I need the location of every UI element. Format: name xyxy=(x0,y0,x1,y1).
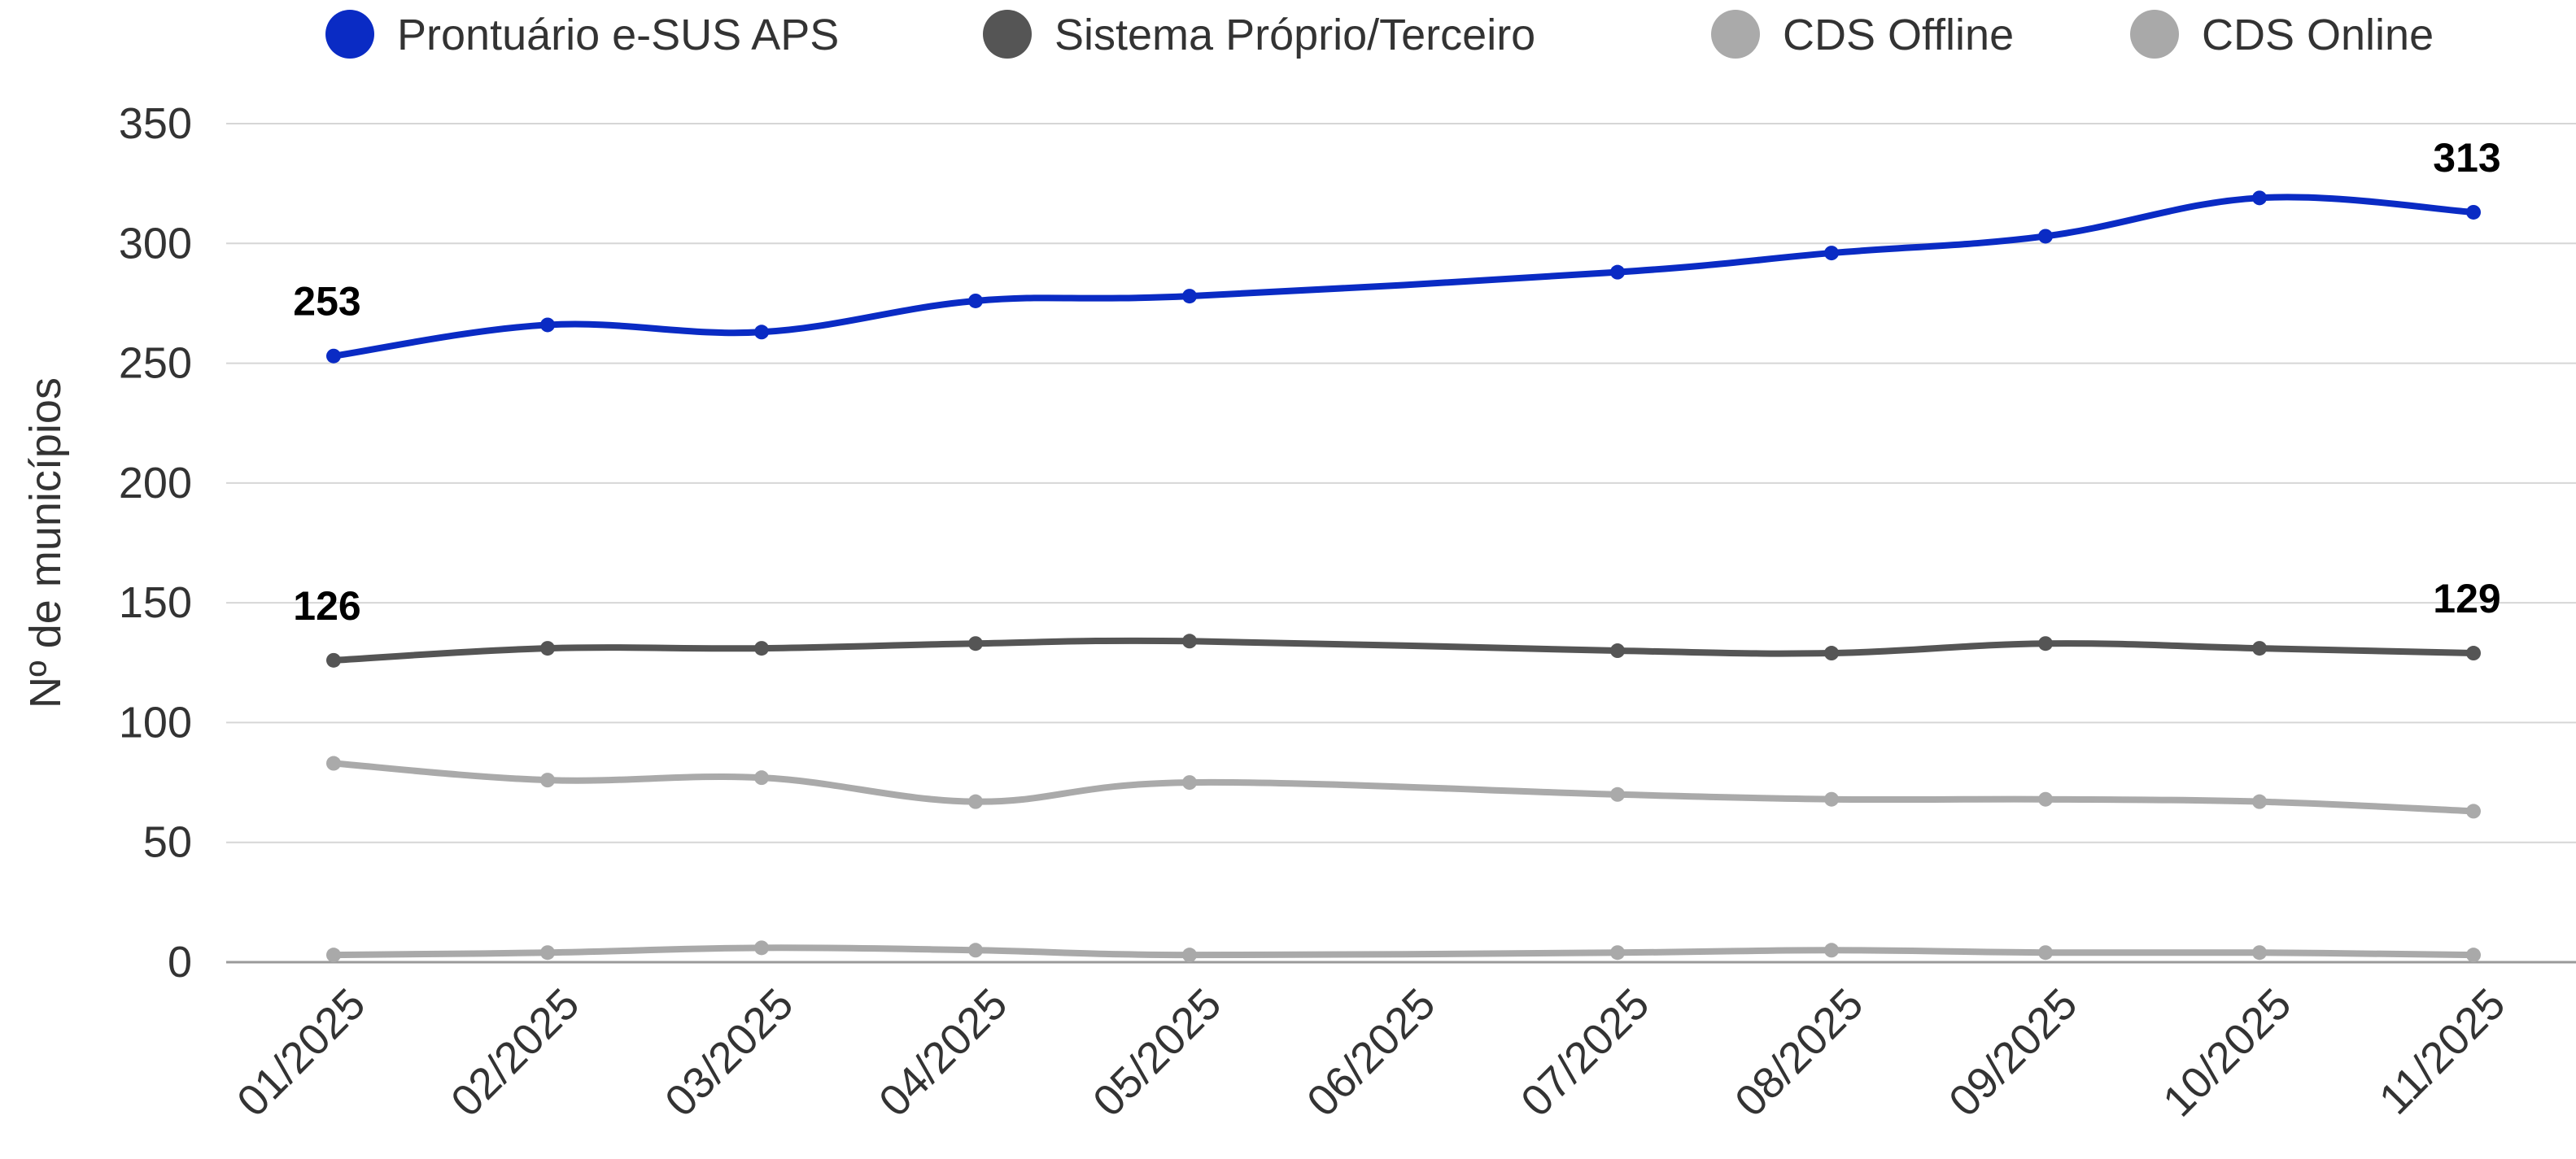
x-tick-label: 04/2025 xyxy=(870,979,1016,1126)
grid xyxy=(226,123,2576,964)
legend-entry: CDS Offline xyxy=(1783,11,2014,59)
data-labels: 126 129 253 313 xyxy=(293,135,2500,629)
data-point xyxy=(2252,945,2267,961)
data-point xyxy=(540,317,555,333)
data-label: 313 xyxy=(2433,135,2500,181)
data-point xyxy=(2466,204,2481,220)
data-point xyxy=(1824,246,1839,261)
series-line xyxy=(330,760,2477,815)
data-point xyxy=(2038,636,2053,651)
x-tick-label: 06/2025 xyxy=(1298,979,1444,1126)
axes: 0 50 100 150 200 250 300 350 Nº de municípios 01/… xyxy=(21,99,2514,1126)
y-tick-label: 100 xyxy=(119,698,192,747)
x-tick-label: 03/2025 xyxy=(656,979,802,1126)
data-point xyxy=(326,948,341,963)
y-tick-label: 350 xyxy=(119,99,192,148)
data-point xyxy=(2466,646,2481,661)
data-point xyxy=(1610,264,1625,280)
x-tick-label: 11/2025 xyxy=(2370,979,2515,1124)
data-point xyxy=(1824,646,1839,661)
x-tick-label: 05/2025 xyxy=(1084,979,1230,1126)
legend-entry: Prontuário e-SUS APS xyxy=(397,11,839,59)
data-point xyxy=(2466,804,2481,819)
data-point xyxy=(2252,794,2267,809)
data-point xyxy=(968,794,983,809)
data-point xyxy=(326,756,341,771)
data-point xyxy=(754,770,769,786)
series xyxy=(326,190,2481,963)
x-tick-label: 02/2025 xyxy=(442,979,588,1126)
data-point xyxy=(1182,948,1197,963)
data-point xyxy=(968,293,983,308)
data-point xyxy=(968,636,983,651)
data-point xyxy=(2038,791,2053,807)
data-point xyxy=(1610,643,1625,659)
series-line xyxy=(330,194,2477,359)
series-line xyxy=(330,944,2477,959)
data-label: 129 xyxy=(2433,576,2500,621)
legend-marker xyxy=(2130,10,2179,59)
x-tick-label: 09/2025 xyxy=(1940,979,2086,1126)
data-point xyxy=(2252,641,2267,656)
data-label: 253 xyxy=(293,279,360,325)
y-axis-label: Nº de municípios xyxy=(21,377,70,708)
data-point xyxy=(1824,791,1839,807)
data-label: 126 xyxy=(293,583,360,629)
data-point xyxy=(2038,229,2053,244)
data-point xyxy=(1824,943,1839,958)
y-tick-label: 150 xyxy=(119,578,192,627)
data-point xyxy=(326,348,341,364)
data-point xyxy=(2252,190,2267,206)
data-point xyxy=(1182,289,1197,304)
x-tick-label: 08/2025 xyxy=(1726,979,1872,1126)
legend-marker xyxy=(325,10,374,59)
data-point xyxy=(540,945,555,961)
series-line xyxy=(330,637,2477,664)
y-tick-label: 50 xyxy=(143,818,192,867)
x-tick-label: 01/2025 xyxy=(228,979,374,1126)
data-point xyxy=(968,943,983,958)
legend: Prontuário e-SUS APS Sistema Próprio/Terc… xyxy=(325,10,2434,59)
data-point xyxy=(1610,945,1625,961)
legend-entry: Sistema Próprio/Terceiro xyxy=(1054,11,1535,59)
data-point xyxy=(540,641,555,656)
data-point xyxy=(2038,945,2053,961)
y-tick-label: 250 xyxy=(119,339,192,388)
data-point xyxy=(754,325,769,340)
y-tick-label: 0 xyxy=(168,938,192,987)
data-point xyxy=(1182,634,1197,649)
legend-marker xyxy=(983,10,1032,59)
data-point xyxy=(1182,775,1197,791)
data-point xyxy=(326,652,341,668)
y-tick-label: 300 xyxy=(119,219,192,268)
y-tick-label: 200 xyxy=(119,459,192,508)
x-tick-label: 07/2025 xyxy=(1512,979,1658,1126)
data-point xyxy=(540,773,555,788)
data-point xyxy=(754,641,769,656)
data-point xyxy=(1610,786,1625,802)
data-point xyxy=(2466,948,2481,963)
legend-entry: CDS Online xyxy=(2202,11,2434,59)
data-point xyxy=(754,940,769,956)
legend-marker xyxy=(1711,10,1760,59)
x-tick-label: 10/2025 xyxy=(2154,979,2300,1126)
